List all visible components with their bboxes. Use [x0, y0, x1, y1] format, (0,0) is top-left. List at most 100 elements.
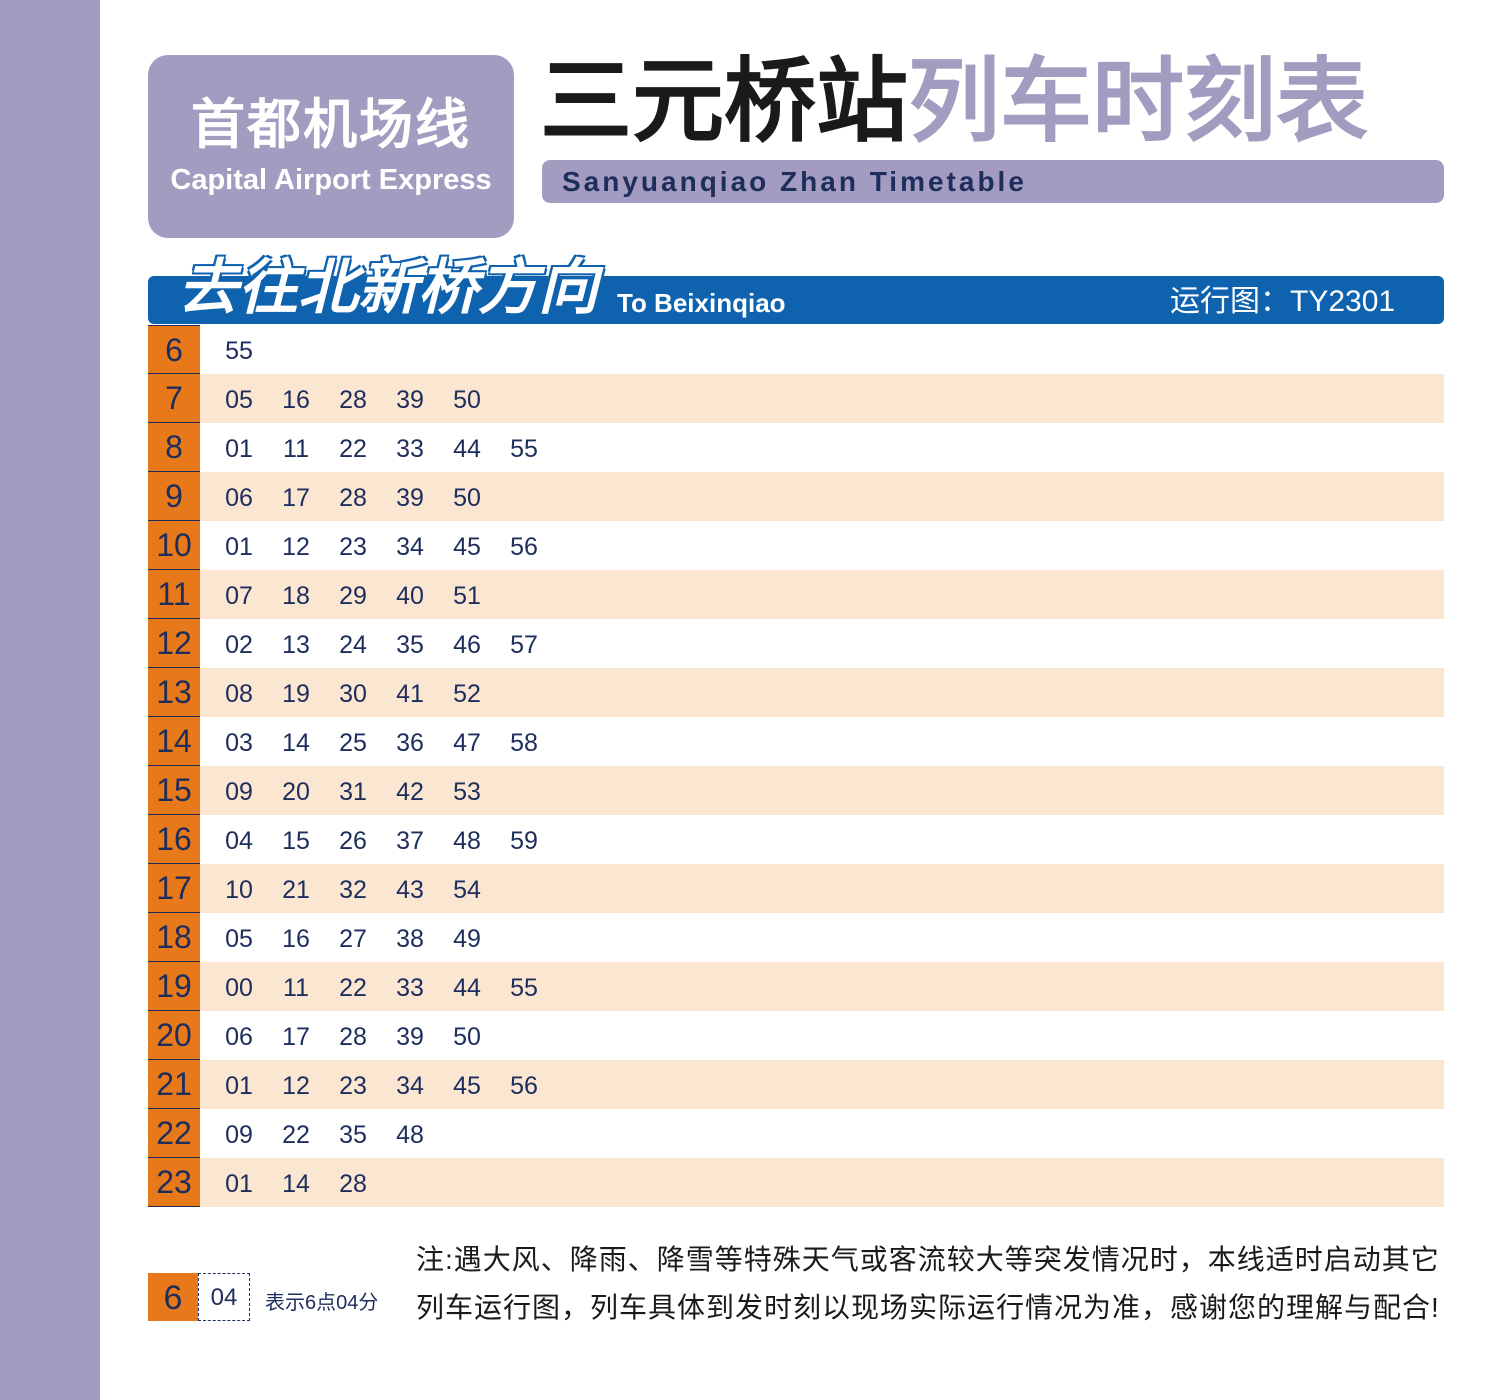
timetable-row: 14 03 14 25 36 47 58 [148, 717, 1444, 766]
minute-cell: 35 [396, 631, 424, 659]
note-text: 注:遇大风、降雨、降雪等特殊天气或客流较大等突发情况时，本线适时启动其它列车运行… [416, 1244, 1440, 1323]
hour-cell: 19 [148, 962, 200, 1011]
hour-divider [148, 1059, 200, 1060]
minute-cell: 30 [339, 680, 367, 708]
minute-cell: 56 [510, 533, 538, 561]
minute-cell: 43 [396, 876, 424, 904]
minute-cell: 22 [282, 1121, 310, 1149]
minute-cell: 31 [339, 778, 367, 806]
minute-cell: 23 [339, 1072, 367, 1100]
timetable-row: 23 01 14 28 [148, 1158, 1444, 1207]
hour-divider [148, 667, 200, 668]
legend-text: 表示6点04分 [265, 1292, 379, 1314]
timetable-row: 21 01 12 23 34 45 56 [148, 1060, 1444, 1109]
minute-cell: 06 [225, 1023, 253, 1051]
minute-cell: 26 [339, 827, 367, 855]
title-suffix: 列车时刻表 [908, 51, 1369, 153]
timetable-row: 13 08 19 30 41 52 [148, 668, 1444, 717]
hour-divider [148, 1108, 200, 1109]
timetable-row: 12 02 13 24 35 46 57 [148, 619, 1444, 668]
timetable-row: 16 04 15 26 37 48 59 [148, 815, 1444, 864]
page-title: 三元桥站列车时刻表 [540, 52, 1368, 152]
minute-cell: 48 [396, 1121, 424, 1149]
left-side-bar [0, 0, 100, 1400]
minute-cell: 05 [225, 386, 253, 414]
minute-cell: 52 [453, 680, 481, 708]
minute-cell: 12 [282, 1072, 310, 1100]
hour-cell: 8 [148, 423, 200, 472]
minute-cell: 16 [282, 386, 310, 414]
line-name-en: Capital Airport Express [170, 164, 492, 196]
minute-cell: 27 [339, 925, 367, 953]
minute-cell: 54 [453, 876, 481, 904]
minute-cell: 19 [282, 680, 310, 708]
minute-cell: 57 [510, 631, 538, 659]
hour-cell: 18 [148, 913, 200, 962]
minute-cell: 28 [339, 1023, 367, 1051]
minute-cell: 37 [396, 827, 424, 855]
minute-cell: 01 [225, 435, 253, 463]
minute-cell: 39 [396, 1023, 424, 1051]
minute-cell: 38 [396, 925, 424, 953]
minute-cell: 51 [453, 582, 481, 610]
hour-divider [148, 863, 200, 864]
timetable-row: 19 00 11 22 33 44 55 [148, 962, 1444, 1011]
timetable-row: 7 05 16 28 39 50 [148, 374, 1444, 423]
subtitle-bar: Sanyuanqiao Zhan Timetable [542, 160, 1444, 203]
minute-cell: 44 [453, 974, 481, 1002]
minute-cell: 11 [283, 435, 309, 463]
hour-cell: 12 [148, 619, 200, 668]
minute-cell: 55 [510, 435, 538, 463]
hour-divider [148, 471, 200, 472]
timetable-row: 11 07 18 29 40 51 [148, 570, 1444, 619]
direction-cn: 去往北新桥方向 [178, 254, 598, 321]
minute-cell: 25 [339, 729, 367, 757]
hour-cell: 7 [148, 374, 200, 423]
minute-cell: 11 [283, 974, 309, 1002]
hour-cell: 10 [148, 521, 200, 570]
minute-cell: 39 [396, 484, 424, 512]
diagram-code: 运行图：TY2301 [1170, 285, 1396, 318]
minute-cell: 34 [396, 533, 424, 561]
minute-cell: 29 [339, 582, 367, 610]
minute-cell: 40 [396, 582, 424, 610]
hour-divider [148, 716, 200, 717]
minute-cell: 03 [225, 729, 253, 757]
hour-divider [148, 912, 200, 913]
timetable-row: 22 09 22 35 48 [148, 1109, 1444, 1158]
timetable-row: 10 01 12 23 34 45 56 [148, 521, 1444, 570]
direction-bar [148, 276, 1444, 324]
legend-hour: 6 [148, 1273, 198, 1321]
minute-cell: 36 [396, 729, 424, 757]
minute-cell: 05 [225, 925, 253, 953]
minute-cell: 44 [453, 435, 481, 463]
hour-divider [148, 961, 200, 962]
hour-cell: 6 [148, 325, 200, 375]
minute-cell: 13 [282, 631, 310, 659]
timetable-row: 9 06 17 28 39 50 [148, 472, 1444, 521]
hour-divider [148, 422, 200, 423]
minute-cell: 28 [339, 386, 367, 414]
minute-cell: 28 [339, 484, 367, 512]
minute-cell: 21 [282, 876, 310, 904]
minute-cell: 09 [225, 778, 253, 806]
minute-cell: 50 [453, 1023, 481, 1051]
minute-cell: 15 [282, 827, 310, 855]
subtitle-en: Sanyuanqiao Zhan Timetable [562, 166, 1027, 197]
direction-en: To Beixinqiao [617, 288, 786, 318]
hour-divider [148, 765, 200, 766]
minute-cell: 01 [225, 533, 253, 561]
hour-divider [148, 569, 200, 570]
minute-cell: 32 [339, 876, 367, 904]
minute-cell: 45 [453, 1072, 481, 1100]
hour-cell: 22 [148, 1109, 200, 1158]
minute-cell: 41 [396, 680, 424, 708]
hour-cell: 16 [148, 815, 200, 864]
hour-cell: 23 [148, 1158, 200, 1207]
minute-cell: 00 [225, 974, 253, 1002]
minute-cell: 23 [339, 533, 367, 561]
minute-cell: 55 [225, 337, 253, 365]
hour-divider [148, 1010, 200, 1011]
minute-cell: 08 [225, 680, 253, 708]
station-name: 三元桥站 [540, 51, 909, 153]
